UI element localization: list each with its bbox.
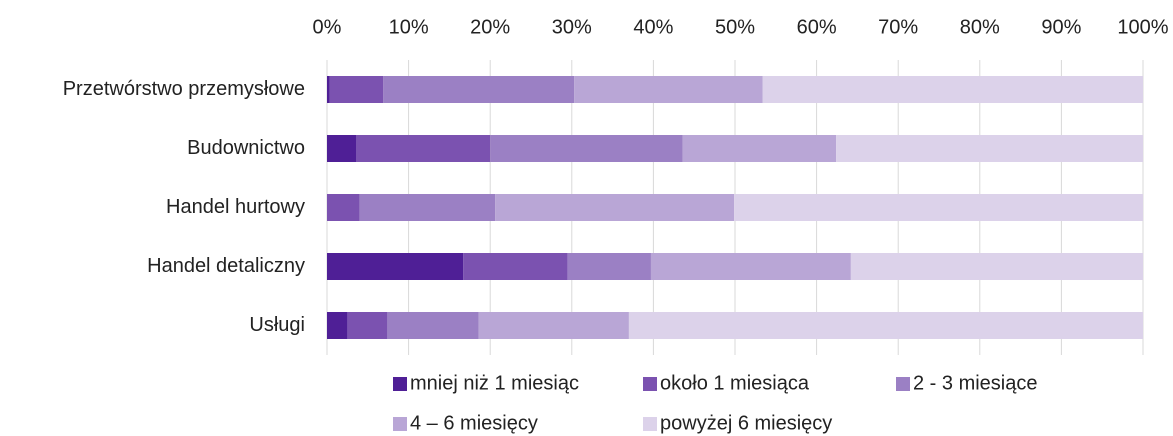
- bar-segment: [329, 76, 384, 103]
- x-tick-label: 70%: [878, 16, 918, 38]
- bar-segment: [490, 135, 683, 162]
- x-tick-label: 80%: [960, 16, 1000, 38]
- legend-swatch: [393, 417, 407, 431]
- legend-swatch: [643, 377, 657, 391]
- legend-swatch: [896, 377, 910, 391]
- legend-label: 4 – 6 miesięcy: [410, 412, 538, 434]
- bar-segment: [628, 312, 1143, 339]
- bar-segment: [478, 312, 629, 339]
- bar-segment: [327, 76, 330, 103]
- legend-label: mniej niż 1 miesiąc: [410, 372, 579, 394]
- y-tick-label: Handel hurtowy: [166, 196, 305, 218]
- legend-swatch: [393, 377, 407, 391]
- x-tick-label: 20%: [470, 16, 510, 38]
- bar-segment: [359, 194, 496, 221]
- legend-label: około 1 miesiąca: [660, 372, 810, 394]
- x-tick-label: 100%: [1117, 16, 1168, 38]
- x-tick-label: 0%: [313, 16, 342, 38]
- bar-segment: [387, 312, 479, 339]
- legend-label: powyżej 6 miesięcy: [660, 412, 832, 434]
- y-tick-label: Handel detaliczny: [147, 255, 305, 277]
- bar-segment: [734, 194, 1143, 221]
- bar-segment: [463, 253, 568, 280]
- bar-segment: [762, 76, 1143, 103]
- bar-segment: [495, 194, 735, 221]
- bar-segment: [850, 253, 1143, 280]
- bar-segment: [836, 135, 1143, 162]
- x-tick-label: 10%: [389, 16, 429, 38]
- bar-segment: [682, 135, 837, 162]
- legend-label: 2 - 3 miesiące: [913, 372, 1038, 394]
- bar-segment: [383, 76, 575, 103]
- x-tick-label: 90%: [1041, 16, 1081, 38]
- y-tick-label: Przetwórstwo przemysłowe: [63, 78, 305, 100]
- y-tick-label: Budownictwo: [187, 137, 305, 159]
- x-tick-label: 60%: [797, 16, 837, 38]
- bar-segment: [327, 135, 357, 162]
- bar-segment: [327, 253, 464, 280]
- y-tick-label: Usługi: [249, 314, 305, 336]
- bar-segment: [327, 194, 360, 221]
- bar-segment: [327, 312, 348, 339]
- bar-segment: [567, 253, 651, 280]
- bar-segment: [356, 135, 491, 162]
- bar-segment: [347, 312, 388, 339]
- x-tick-label: 30%: [552, 16, 592, 38]
- bar-segment: [650, 253, 851, 280]
- x-tick-label: 50%: [715, 16, 755, 38]
- bar-segment: [574, 76, 763, 103]
- legend-swatch: [643, 417, 657, 431]
- x-tick-label: 40%: [633, 16, 673, 38]
